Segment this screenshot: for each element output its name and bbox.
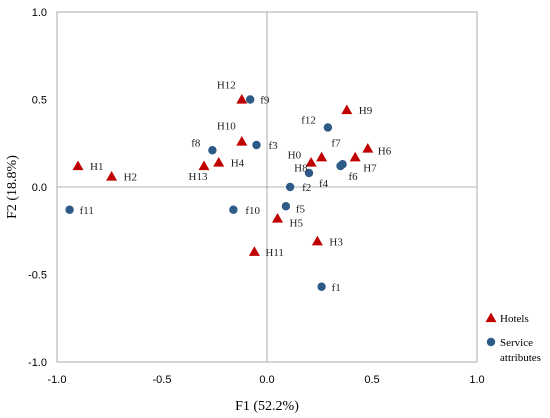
point-label: H1 — [90, 161, 103, 173]
y-tick-label: -1.0 — [28, 357, 47, 369]
point-label: f6 — [349, 171, 359, 183]
point-label: H10 — [217, 121, 236, 133]
point-label: H6 — [378, 146, 392, 158]
point-label: f12 — [301, 115, 316, 127]
attribute-point-f2 — [285, 182, 295, 192]
point-label: H11 — [265, 247, 284, 259]
chart-axes — [56, 11, 478, 363]
legend: Hotels Service attributes — [485, 312, 541, 364]
point-label: f5 — [296, 203, 306, 215]
hotel-point-h4 — [213, 157, 225, 167]
point-label: f3 — [269, 140, 279, 152]
point-label: H9 — [359, 105, 373, 117]
hotel-point-h2 — [106, 171, 118, 181]
point-label: f4 — [319, 178, 329, 190]
x-axis-title: F1 (52.2%) — [235, 399, 299, 414]
point-label: H0 — [288, 150, 302, 162]
attribute-point-f10 — [229, 205, 238, 214]
point-label: f1 — [332, 282, 341, 294]
hotel-point-h7 — [349, 151, 361, 162]
attribute-point-f5 — [281, 202, 291, 211]
hotel-point-h12 — [236, 94, 248, 104]
x-tick-label: -1.0 — [48, 374, 67, 386]
point-label: H2 — [124, 172, 137, 184]
hotel-point-h11 — [248, 246, 260, 256]
hotel-point-h3 — [311, 235, 323, 246]
data-points — [65, 94, 374, 291]
hotel-point-h9 — [341, 104, 353, 115]
y-tick-label: -0.5 — [28, 270, 47, 282]
attribute-point-f4 — [304, 168, 314, 178]
x-tick-label: -0.5 — [153, 374, 172, 386]
legend-attributes-marker — [486, 337, 496, 347]
attribute-point-f9 — [246, 95, 255, 104]
point-label: H12 — [217, 80, 236, 92]
y-tick-label: 0.5 — [32, 95, 47, 107]
point-label: f10 — [245, 205, 260, 217]
point-label: f9 — [260, 95, 270, 107]
y-tick-label: 0.0 — [32, 182, 47, 194]
point-label: H4 — [231, 158, 245, 170]
legend-hotels-label: Hotels — [500, 313, 529, 325]
hotel-point-h5 — [272, 213, 283, 223]
x-tick-label: 0.5 — [364, 374, 379, 386]
x-tick-label: 0.0 — [259, 374, 274, 386]
point-label: H13 — [189, 171, 208, 183]
attribute-point-f3 — [252, 140, 261, 150]
hotel-point-h10 — [236, 136, 248, 146]
legend-hotels-marker — [485, 312, 497, 323]
point-label: f2 — [302, 182, 311, 194]
point-label: H7 — [363, 162, 377, 174]
point-label: H5 — [290, 218, 304, 230]
attribute-point-f8 — [208, 146, 217, 155]
tick-labels: -1.0 -0.5 0.0 0.5 1.0 1.0 0.5 0.0 -0.5 -1.0 — [28, 7, 485, 386]
attribute-point-f12 — [323, 123, 333, 132]
point-label: f8 — [191, 137, 201, 149]
point-label: f7 — [331, 137, 341, 149]
y-tick-label: 1.0 — [32, 7, 47, 19]
hotel-point-h8 — [316, 151, 328, 162]
hotel-point-h0 — [305, 157, 317, 167]
legend-attributes-label: attributes — [500, 352, 541, 364]
legend-attributes-label: Service — [500, 337, 533, 349]
attribute-point-f1 — [317, 282, 326, 291]
point-label: f11 — [80, 205, 94, 217]
x-tick-label: 1.0 — [469, 374, 484, 386]
attribute-point-f7 — [338, 160, 347, 169]
hotel-point-h1 — [72, 160, 84, 171]
y-axis-title: F2 (18.8%) — [5, 155, 20, 219]
hotel-point-h6 — [362, 143, 374, 153]
attribute-point-f11 — [65, 205, 74, 214]
hotel-point-h13 — [198, 160, 210, 171]
point-label: H3 — [329, 236, 343, 248]
point-label: H8 — [294, 162, 308, 174]
